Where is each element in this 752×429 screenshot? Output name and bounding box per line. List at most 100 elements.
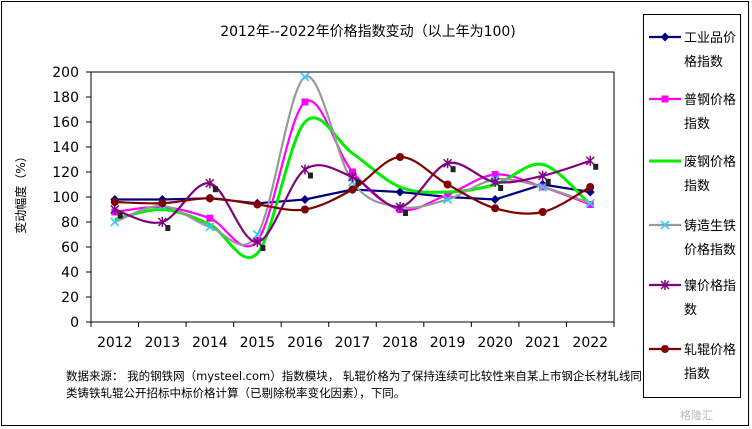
data-point [300,72,310,82]
legend-marker [661,95,669,103]
legend-symbol [649,32,681,42]
source-note: 数据来源： 我的钢铁网（mysteel.com）指数模块， 轧辊价格为了保持连续… [66,369,642,400]
legend-symbol [649,280,681,290]
legend-symbol [649,345,681,353]
legend-label: 普钢价格指数 [684,93,737,132]
x-tick-label: 2020 [477,335,513,351]
data-point [443,180,452,189]
x-axis: 2012 2013 2014 2015 2016 2017 2018 2019 2020 2021… [90,322,615,351]
data-point [252,237,262,247]
data-point [347,172,358,182]
legend-symbol [649,159,681,163]
y-tick-label: 0 [70,315,79,331]
point-tag [403,210,409,216]
legend-label: 轧辊价格指数 [684,343,737,382]
data-point [300,205,309,214]
x-tick-label: 2015 [240,335,276,351]
y-tick-label: 120 [52,165,79,181]
data-point [205,178,215,189]
data-point [538,182,548,192]
data-point [491,204,500,213]
data-point [396,153,405,161]
legend-symbol [649,220,681,230]
data-point [586,183,595,191]
data-point [348,185,357,194]
data-point [490,195,500,204]
x-tick-label: 2019 [430,335,466,351]
legend-label: 铸造生铁价格指数 [684,219,737,258]
data-point [443,158,453,169]
point-tag [593,163,599,170]
x-tick-label: 2021 [525,335,561,351]
y-tick-label: 40 [61,265,79,281]
y-axis: 0 20 40 60 80 100 120 140 160 180 200 [52,65,91,331]
legend-label: 工业品价格指数 [684,31,737,70]
data-point [538,170,548,181]
x-tick-label: 2016 [287,335,323,351]
point-tag [117,212,123,219]
y-axis-label: 变动幅度（%） [13,150,28,233]
legend-marker [660,280,670,290]
x-tick-label: 2013 [144,335,180,351]
data-point [158,199,167,208]
point-tag [498,185,504,191]
data-point [585,198,595,208]
data-point [300,164,310,175]
data-point [585,155,595,166]
line-chart: 2012年--2022年价格指数变动（以上年为100) 0 20 40 60 80 100… [13,24,615,351]
data-point [253,200,262,209]
data-point [110,198,119,206]
legend-symbol [649,95,681,103]
data-point [395,187,405,197]
data-point [300,195,310,204]
data-point [110,217,120,227]
legend-marker [660,32,670,42]
series-6 [110,153,595,216]
data-point [395,202,405,212]
data-point [110,204,120,215]
series-layer [110,72,599,260]
point-tag [545,178,551,185]
watermark-text: 格隆汇 [680,409,713,422]
legend: 工业品价格指数 普钢价格指数 废钢价格指数 铸造生铁价格指数 镍价格指数轧辊价格指数 [643,14,741,398]
point-tag [307,172,313,179]
x-tick-label: 2012 [97,335,133,351]
chart-title: 2012年--2022年价格指数变动（以上年为100) [220,24,516,40]
y-tick-label: 180 [52,90,79,106]
point-tag [165,225,171,231]
y-tick-label: 140 [52,140,79,156]
y-tick-label: 80 [61,215,79,231]
y-tick-label: 160 [52,115,79,131]
point-tag [450,166,456,173]
legend-label: 镍价格指数 [684,279,737,318]
x-tick-label: 2017 [335,335,371,351]
data-point [443,194,453,205]
x-tick-label: 2014 [192,335,228,351]
data-point [157,217,167,227]
data-point [444,191,452,198]
x-tick-label: 2022 [572,335,608,351]
point-tag [355,180,361,186]
point-tag [212,186,218,193]
data-point [586,201,594,208]
data-point [538,208,547,216]
data-point [205,222,215,232]
data-point [490,177,500,187]
legend-marker [661,345,669,353]
point-tag [260,245,266,251]
data-point [491,171,499,178]
y-tick-label: 20 [61,290,79,306]
y-tick-label: 60 [61,240,79,256]
x-tick-label: 2018 [382,335,418,351]
legend-marker [660,220,670,230]
y-tick-label: 100 [52,190,79,206]
series-5 [110,155,599,251]
data-point [205,194,214,203]
data-point [206,214,214,222]
legend-label: 废钢价格指数 [684,155,737,194]
plot-area [90,71,615,323]
series-line [114,159,591,244]
data-point [301,98,309,106]
y-tick-label: 200 [52,65,79,81]
